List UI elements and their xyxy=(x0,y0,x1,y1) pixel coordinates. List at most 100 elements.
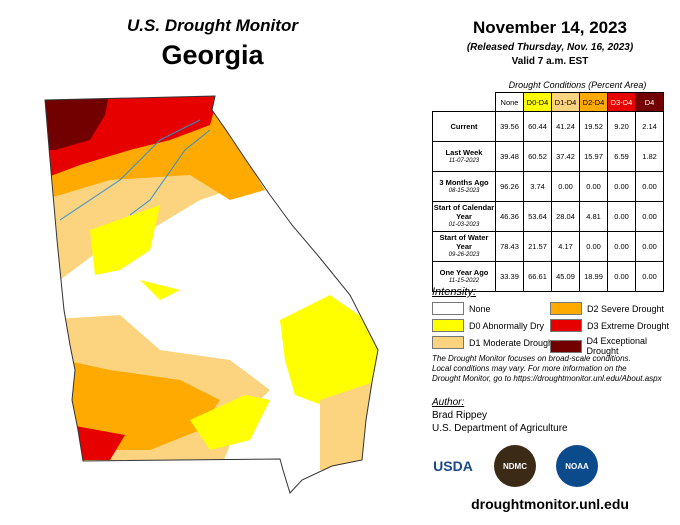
table-row: One Year Ago 11-15-2022 33.39 66.61 45.09 18.… xyxy=(432,261,664,292)
legend-swatch xyxy=(432,302,464,315)
table-row: Start of Water Year 09-26-2023 78.43 21.57 4… xyxy=(432,231,664,262)
cell: 4.17 xyxy=(551,231,580,262)
legend-swatch xyxy=(432,336,464,349)
legend-swatch xyxy=(550,319,582,332)
table-row: Last Week 11-07-2023 39.48 60.52 37.42 15.97 6… xyxy=(432,141,664,172)
legend-swatch xyxy=(550,339,582,353)
table-row: Start of Calendar Year 01-03-2023 46.36 53.… xyxy=(432,201,664,232)
cell: 0.00 xyxy=(635,201,664,232)
cell: 0.00 xyxy=(579,171,608,202)
cell: 28.04 xyxy=(551,201,580,232)
conditions-table: None D0-D4 D1-D4 D2-D4 D3-D4 D4 Current 39.56 60… xyxy=(432,92,664,292)
legend-item: D2 Severe Drought xyxy=(550,302,664,315)
cell: 96.26 xyxy=(495,171,524,202)
legend-label: None xyxy=(469,303,491,314)
cell: 0.00 xyxy=(635,261,664,292)
row-name: Start of Water Year xyxy=(439,233,489,251)
legend-label: D4 Exceptional Drought xyxy=(586,336,648,356)
note-line: The Drought Monitor focuses on broad-sca… xyxy=(432,354,631,363)
cell: 39.48 xyxy=(495,141,524,172)
url[interactable]: droughtmonitor.unl.edu xyxy=(471,496,629,512)
cell: 33.39 xyxy=(495,261,524,292)
table-caption: Drought Conditions (Percent Area) xyxy=(508,80,647,90)
logo: NOAA xyxy=(556,445,598,487)
cell: 2.14 xyxy=(635,111,664,142)
georgia-map xyxy=(44,95,379,494)
cell: 6.59 xyxy=(607,141,636,172)
column-header: D4 xyxy=(635,92,664,112)
title: U.S. Drought Monitor xyxy=(127,16,298,35)
cell: 0.00 xyxy=(579,231,608,262)
row-label: 3 Months Ago 08-15-2023 xyxy=(432,171,496,202)
cell: 0.00 xyxy=(607,171,636,202)
release-date: November 14, 2023 xyxy=(472,18,628,37)
legend-item: None xyxy=(432,302,491,315)
header-row: None D0-D4 D1-D4 D2-D4 D3-D4 D4 xyxy=(433,92,664,112)
author-agency: U.S. Department of Agriculture xyxy=(432,423,568,434)
cell: 0.00 xyxy=(607,261,636,292)
cell: 3.74 xyxy=(523,171,552,202)
logo: NDMC xyxy=(494,445,536,487)
note-line: Drought Monitor, go to https://droughtmo… xyxy=(432,374,662,383)
row-name: Current xyxy=(450,122,478,131)
row-date: 09-26-2023 xyxy=(448,252,480,258)
row-label: Start of Water Year 09-26-2023 xyxy=(432,231,496,262)
cell: 60.52 xyxy=(523,141,552,172)
row-name: 3 Months Ago xyxy=(439,177,489,187)
row-date: 11-07-2023 xyxy=(448,157,480,164)
legend-swatch xyxy=(432,319,464,332)
note-line: Local conditions may vary. For more info… xyxy=(432,364,627,373)
column-header: D3-D4 xyxy=(607,92,636,112)
cell: 0.00 xyxy=(551,171,580,202)
cell: 4.81 xyxy=(579,201,608,232)
row-label: Start of Calendar Year 01-03-2023 xyxy=(432,201,496,232)
valid-time: Valid 7 a.m. EST xyxy=(511,56,589,67)
column-header: D0-D4 xyxy=(523,92,552,112)
cell: 41.24 xyxy=(551,111,580,142)
table-row: 3 Months Ago 08-15-2023 96.26 3.74 0.00 0.00 0… xyxy=(432,171,664,202)
legend-item: D1 Moderate Drought xyxy=(432,336,556,349)
legend-item: D0 Abnormally Dry xyxy=(432,319,544,332)
cell: 46.36 xyxy=(495,201,524,232)
column-header: D2-D4 xyxy=(579,92,608,112)
row-label: One Year Ago 11-15-2022 xyxy=(432,261,496,292)
legend-title: Intensity: xyxy=(432,286,477,298)
row-name: Last Week xyxy=(445,147,483,157)
cell: 0.00 xyxy=(635,171,664,202)
cell: 21.57 xyxy=(523,231,552,262)
row-date: 08-15-2023 xyxy=(448,187,480,194)
row-date: 11-15-2022 xyxy=(448,277,480,284)
legend-item: D4 Exceptional Drought xyxy=(550,336,680,356)
cell: 78.43 xyxy=(495,231,524,262)
author-heading: Author: xyxy=(432,397,465,408)
cell: 39.56 xyxy=(495,111,524,142)
corner xyxy=(433,93,496,112)
table-row: Current 39.56 60.44 41.24 19.52 9.20 2.14 xyxy=(432,111,664,142)
row-label: Current xyxy=(432,111,496,142)
cell: 0.00 xyxy=(607,201,636,232)
legend-label: D1 Moderate Drought xyxy=(469,337,556,348)
cell: 53.64 xyxy=(523,201,552,232)
cell: 45.09 xyxy=(551,261,580,292)
cell: 15.97 xyxy=(579,141,608,172)
row-name: One Year Ago xyxy=(439,267,489,277)
row-date: 01-03-2023 xyxy=(448,222,480,228)
cell: 0.00 xyxy=(635,231,664,262)
column-header: None xyxy=(495,92,524,112)
column-header: D1-D4 xyxy=(551,92,580,112)
cell: 18.99 xyxy=(579,261,608,292)
cell: 37.42 xyxy=(551,141,580,172)
cell: 0.00 xyxy=(607,231,636,262)
cell: 1.82 xyxy=(635,141,664,172)
legend-item: D3 Extreme Drought xyxy=(550,319,669,332)
row-name: Start of Calendar Year xyxy=(433,203,495,221)
legend-swatch xyxy=(550,302,582,315)
state-name: Georgia xyxy=(161,40,264,70)
legend-label: D3 Extreme Drought xyxy=(587,320,670,331)
logo: USDA xyxy=(432,445,474,487)
author-name: Brad Rippey xyxy=(432,410,488,421)
legend-label: D2 Severe Drought xyxy=(587,303,665,314)
cell: 9.20 xyxy=(607,111,636,142)
legend-label: D0 Abnormally Dry xyxy=(469,320,545,331)
